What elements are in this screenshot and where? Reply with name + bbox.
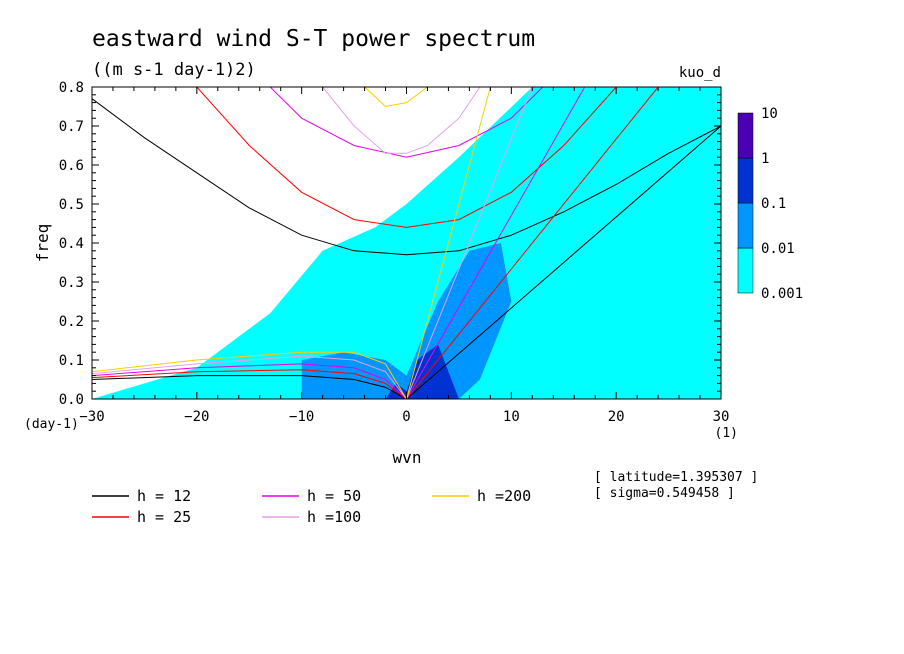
x-tick-label: 0 bbox=[402, 409, 410, 425]
y-tick-label: 0.0 bbox=[59, 392, 84, 408]
colorbar-label-1: 0.01 bbox=[761, 241, 795, 257]
chart-units: ((m s-1 day-1)2) bbox=[92, 60, 256, 80]
y-tick-label: 0.3 bbox=[59, 275, 84, 291]
axis-ticks: −30 −20 −10 0 10 20 30 0.0 0.1 0.2 0.3 0.4 0.5 0.6 0.7… bbox=[59, 80, 730, 425]
kelvin-line-3 bbox=[406, 87, 533, 399]
x-tick-label: −30 bbox=[79, 409, 104, 425]
dispersion-curve-3 bbox=[322, 87, 481, 154]
legend-label-1: h = 25 bbox=[137, 508, 191, 526]
info-sigma: [ sigma=0.549458 ] bbox=[594, 486, 735, 501]
contour-fills bbox=[92, 87, 721, 399]
dispersion-curve-0 bbox=[92, 98, 721, 256]
legend-label-4: h =200 bbox=[477, 487, 531, 505]
legend-label-2: h = 50 bbox=[307, 487, 361, 505]
chart-tag: kuo_d bbox=[679, 65, 721, 81]
rossby-curve-4 bbox=[92, 351, 407, 399]
colorbar-segment-1 bbox=[737, 202, 754, 249]
x-tick-label: 20 bbox=[608, 409, 625, 425]
y-unit-label: (day-1) bbox=[24, 417, 79, 432]
colorbar-segment-0 bbox=[737, 247, 754, 294]
info-latitude: [ latitude=1.395307 ] bbox=[594, 470, 758, 485]
colorbar-label-3: 1 bbox=[761, 151, 769, 167]
colorbar-label-4: 10 bbox=[761, 106, 778, 122]
y-tick-label: 0.6 bbox=[59, 158, 84, 174]
x-unit-label: (1) bbox=[715, 426, 738, 441]
rossby-curve-3 bbox=[92, 355, 407, 399]
rossby-curve-2 bbox=[92, 363, 407, 399]
colorbar-label-0: 0.001 bbox=[761, 286, 803, 302]
y-axis-label: freq bbox=[33, 224, 52, 263]
dispersion-curve-1 bbox=[196, 87, 617, 228]
x-axis-label: wvn bbox=[393, 448, 422, 467]
y-tick-label: 0.2 bbox=[59, 314, 84, 330]
rossby-curve-1 bbox=[92, 369, 407, 399]
dispersion-curve-2 bbox=[269, 87, 544, 158]
x-tick-label: 10 bbox=[503, 409, 520, 425]
kelvin-line-0 bbox=[406, 125, 721, 399]
colorbar-segment-3 bbox=[737, 112, 754, 159]
contour-region-0 bbox=[92, 87, 721, 399]
kelvin-line-1 bbox=[406, 87, 659, 399]
x-tick-label: −10 bbox=[289, 409, 314, 425]
x-tick-label: 30 bbox=[713, 409, 730, 425]
legend: h = 12 h = 25 h = 50 h =100 h =200 bbox=[92, 487, 531, 526]
kelvin-line-2 bbox=[406, 87, 586, 399]
y-tick-label: 0.4 bbox=[59, 236, 84, 252]
y-tick-label: 0.5 bbox=[59, 197, 84, 213]
chart-title: eastward wind S-T power spectrum bbox=[92, 26, 535, 52]
dispersion-curve-4 bbox=[364, 87, 428, 108]
colorbar-segment-2 bbox=[737, 157, 754, 204]
y-tick-label: 0.8 bbox=[59, 80, 84, 96]
y-tick-label: 0.1 bbox=[59, 353, 84, 369]
dispersion-curves bbox=[92, 87, 721, 399]
colorbar: 0.001 0.01 0.1 1 10 bbox=[737, 106, 803, 302]
rossby-curve-0 bbox=[92, 375, 407, 399]
kelvin-line-4 bbox=[406, 87, 491, 399]
x-tick-label: −20 bbox=[184, 409, 209, 425]
legend-label-0: h = 12 bbox=[137, 487, 191, 505]
y-tick-label: 0.7 bbox=[59, 119, 84, 135]
legend-label-3: h =100 bbox=[307, 508, 361, 526]
colorbar-label-2: 0.1 bbox=[761, 196, 786, 212]
